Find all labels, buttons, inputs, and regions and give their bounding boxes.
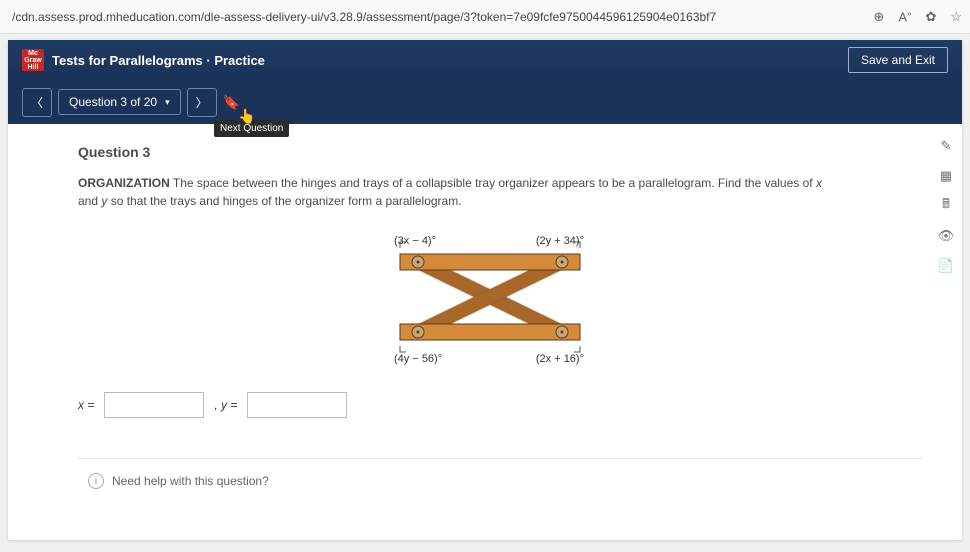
help-icon[interactable]: i [88,473,104,489]
chevron-right-icon: 〉 [196,94,208,111]
calculator-tool-icon[interactable]: 🖩 [936,196,956,216]
browser-toolbar-icons: ⊕ A» ✿ ☆ [873,9,962,25]
mcgraw-hill-logo: Mc Graw Hill [22,49,44,71]
svg-text:(2x + 16)°: (2x + 16)° [536,353,584,365]
var-x: x [816,176,822,190]
question-number-heading: Question 3 [78,144,922,160]
question-panel: Question 3 ORGANIZATION The space betwee… [8,124,962,499]
parallelogram-figure: (3x − 4)° (2y + 34)° (4y − 56)° (2x + 16)° [330,224,670,374]
chevron-left-icon: 〈 [31,94,43,111]
answer-row: x = , y = [78,392,922,418]
answer-y-input[interactable] [247,392,347,418]
side-tool-rail: ✎ ▦ 🖩 👁 📄 [936,136,956,276]
question-nav-bar: 〈 Question 3 of 20 ▾ 〉 🔖 Next Question 👆 [8,80,962,124]
zoom-icon[interactable]: ⊕ [873,9,884,25]
figure-svg: (3x − 4)° (2y + 34)° (4y − 56)° (2x + 16)° [330,224,670,374]
scratchpad-tool-icon[interactable]: ▦ [936,166,956,186]
read-aloud-icon[interactable]: A» [898,9,911,24]
svg-text:(3x − 4)°: (3x − 4)° [394,235,436,247]
app-header: Mc Graw Hill Tests for Parallelograms · … [8,40,962,80]
x-equals-label: x = [78,398,94,412]
question-selector-label: Question 3 of 20 [69,95,157,109]
title-row: Mc Graw Hill Tests for Parallelograms · … [22,49,265,71]
app-frame: Mc Graw Hill Tests for Parallelograms · … [8,40,962,540]
browser-address-bar: /cdn.assess.prod.mheducation.com/dle-ass… [0,0,970,34]
question-prompt: ORGANIZATION The space between the hinge… [78,174,828,210]
line-reader-tool-icon[interactable]: 👁 [936,226,956,246]
favorite-icon[interactable]: ☆ [950,9,962,25]
svg-text:(2y + 34)°: (2y + 34)° [536,235,584,247]
caret-down-icon: ▾ [165,97,170,108]
prompt-text-2: and [78,194,101,208]
prev-question-button[interactable]: 〈 [22,88,52,117]
help-bar: i Need help with this question? [78,458,922,489]
svg-text:(4y − 56)°: (4y − 56)° [394,353,442,365]
question-selector-dropdown[interactable]: Question 3 of 20 ▾ [58,89,181,115]
settings-icon[interactable]: ✿ [925,9,936,25]
question-tag: ORGANIZATION [78,176,170,190]
save-and-exit-button[interactable]: Save and Exit [848,47,948,73]
next-question-button[interactable]: 〉 [187,88,217,117]
prompt-text-1: The space between the hinges and trays o… [170,176,816,190]
highlighter-tool-icon[interactable]: ✎ [936,136,956,156]
assessment-title: Tests for Parallelograms · Practice [52,53,265,68]
reference-tool-icon[interactable]: 📄 [936,256,956,276]
answer-x-input[interactable] [104,392,204,418]
help-label[interactable]: Need help with this question? [112,474,269,488]
url-text: /cdn.assess.prod.mheducation.com/dle-ass… [8,10,873,24]
y-equals-label: , y = [214,398,237,412]
prompt-text-3: so that the trays and hinges of the orga… [107,194,461,208]
cursor-pointer-icon: 👆 [238,108,255,125]
